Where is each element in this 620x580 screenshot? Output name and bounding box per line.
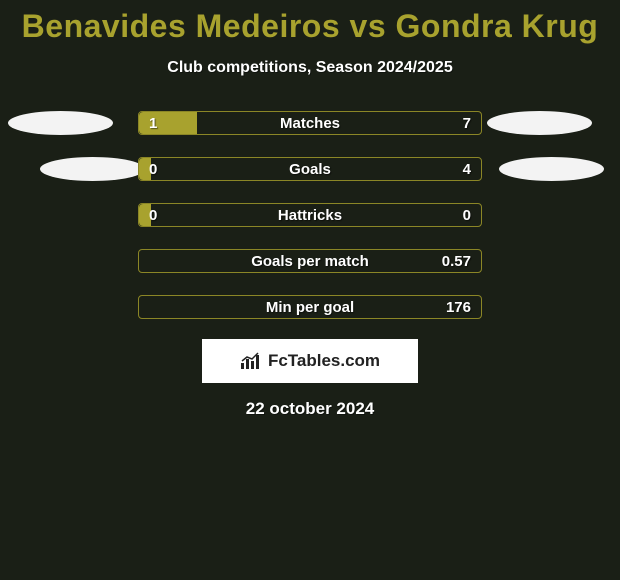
chart-area: Matches17Goals04Hattricks00Goals per mat… (0, 111, 620, 319)
stat-row: Matches1 7 (138, 111, 482, 135)
brand-badge[interactable]: FcTables.com (202, 339, 418, 383)
stat-row: Min per goal176 (138, 295, 482, 319)
stat-value-left: 1 (149, 112, 157, 134)
player-oval-right-2 (499, 157, 604, 181)
stat-rows: Matches17Goals04Hattricks00Goals per mat… (138, 111, 482, 319)
comparison-infographic: Benavides Medeiros vs Gondra Krug Club c… (0, 0, 620, 580)
stat-row: Hattricks0 0 (138, 203, 482, 227)
stat-label: Goals per match (139, 250, 481, 272)
stat-label: Goals (139, 158, 481, 180)
stat-row: Goals0 4 (138, 157, 482, 181)
stat-value-right: 0 (463, 204, 471, 226)
player-oval-left-2 (40, 157, 145, 181)
brand-text: FcTables.com (268, 351, 380, 371)
stat-label: Matches (139, 112, 481, 134)
stat-value-right: 4 (463, 158, 471, 180)
stat-value-right: 0.57 (442, 250, 471, 272)
player-oval-left-1 (8, 111, 113, 135)
stat-value-right: 7 (463, 112, 471, 134)
stat-row: Goals per match0.57 (138, 249, 482, 273)
page-title: Benavides Medeiros vs Gondra Krug (0, 0, 620, 45)
player-oval-right-1 (487, 111, 592, 135)
stat-value-left: 0 (149, 158, 157, 180)
subtitle: Club competitions, Season 2024/2025 (0, 59, 620, 77)
stat-label: Hattricks (139, 204, 481, 226)
stat-value-right: 176 (446, 296, 471, 318)
stat-label: Min per goal (139, 296, 481, 318)
stat-value-left: 0 (149, 204, 157, 226)
date-label: 22 october 2024 (0, 399, 620, 419)
chart-icon (240, 352, 262, 370)
